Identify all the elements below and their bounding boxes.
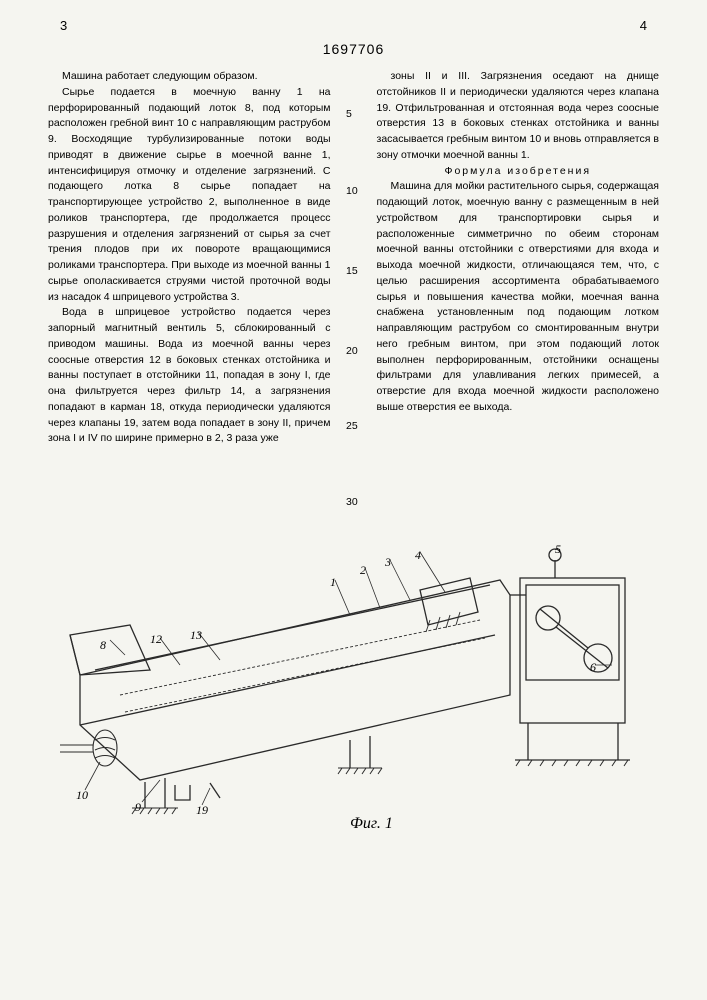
figure-label: Фиг. 1 — [350, 815, 393, 833]
left-column: Машина работает следующим образом. Сырье… — [48, 69, 331, 447]
figure-callout: 10 — [76, 788, 88, 803]
figure-callout: 2 — [360, 563, 366, 578]
text-columns: Машина работает следующим образом. Сырье… — [0, 69, 707, 447]
figure-callout: 13 — [190, 628, 202, 643]
line-number: 25 — [346, 420, 358, 432]
formula-title: Формула изобретения — [377, 164, 660, 180]
line-number: 5 — [346, 108, 352, 120]
paragraph: Вода в шприцевое устройство подается чер… — [48, 305, 331, 447]
line-number: 20 — [346, 345, 358, 357]
figure-callout: 19 — [196, 803, 208, 818]
figure-callout: 12 — [150, 632, 162, 647]
line-numbers-gutter — [345, 69, 363, 447]
figure-callout: 4 — [415, 548, 421, 563]
paragraph: Машина для мойки растительного сырья, со… — [377, 179, 660, 415]
right-column: зоны II и III. Загрязнения оседают на дн… — [377, 69, 660, 447]
patent-number: 1697706 — [0, 41, 707, 57]
figure-callout: 6 — [590, 660, 596, 675]
figure-callout: 1 — [330, 575, 336, 590]
paragraph: зоны II и III. Загрязнения оседают на дн… — [377, 69, 660, 164]
figure-callout: 5 — [555, 542, 561, 557]
line-number: 30 — [346, 496, 358, 508]
line-number: 10 — [346, 185, 358, 197]
paragraph: Машина работает следующим образом. — [48, 69, 331, 85]
figure-callout: 9 — [135, 800, 141, 815]
line-number: 15 — [346, 265, 358, 277]
page-number-right: 4 — [640, 18, 647, 33]
page-number-left: 3 — [60, 18, 67, 33]
figure-callout: 3 — [385, 555, 391, 570]
figure-callout: 8 — [100, 638, 106, 653]
paragraph: Сырье подается в моечную ванну 1 на перф… — [48, 85, 331, 306]
